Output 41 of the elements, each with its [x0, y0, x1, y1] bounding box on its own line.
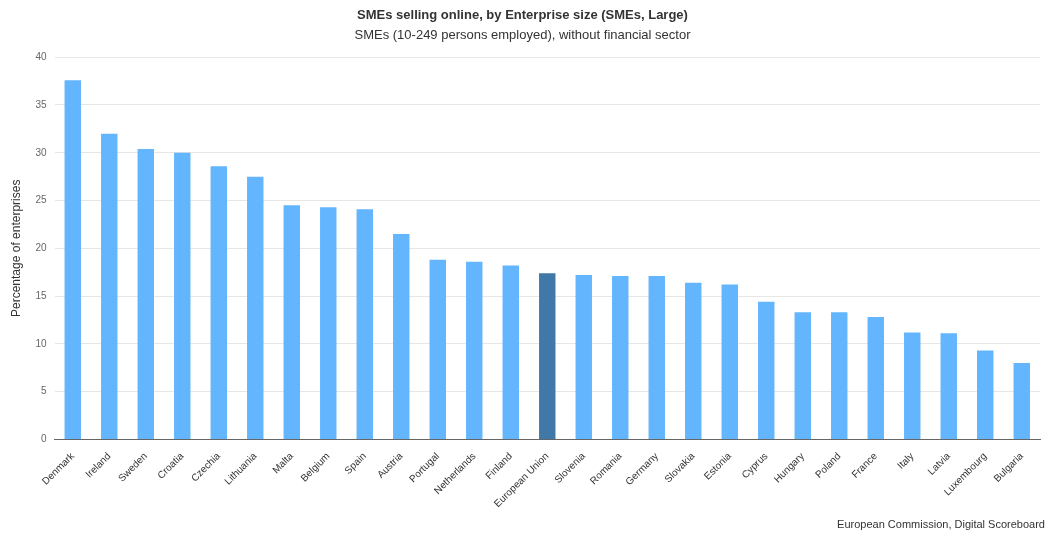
bar [758, 301, 775, 439]
bar [283, 205, 300, 439]
bar [904, 332, 921, 439]
bar [575, 275, 592, 439]
bar [977, 350, 994, 439]
bar [466, 261, 483, 439]
chart-title: SMEs selling online, by Enterprise size (SMEs, Large) [357, 7, 688, 23]
y-tick-label: 0 [40, 433, 47, 445]
y-tick-label: 30 [35, 146, 47, 158]
chart-subtitle: SMEs (10-249 persons employed), without financial sector [354, 26, 692, 42]
y-axis-title: Percentage of enterprises [8, 179, 23, 318]
y-tick-label: 20 [35, 242, 47, 254]
y-tick-label: 40 [35, 50, 47, 62]
bar [1013, 362, 1030, 439]
bar [210, 166, 227, 439]
bar [940, 333, 957, 439]
text: European Commission, Digital Scoreboard [837, 518, 1045, 530]
bar [612, 276, 629, 439]
bar [794, 312, 811, 439]
bar [356, 209, 373, 439]
bar [247, 176, 264, 439]
x-tick-label: Italy [894, 450, 916, 471]
bar [429, 259, 446, 439]
bar [539, 273, 556, 439]
y-tick-label: 35 [35, 98, 47, 110]
y-tick-label: 5 [40, 385, 47, 397]
y-tick-label: 15 [35, 289, 47, 301]
bar [320, 207, 337, 439]
y-tick-label: 25 [35, 194, 47, 206]
bar [648, 276, 665, 439]
bar [721, 284, 738, 439]
bar [831, 312, 848, 439]
bar [867, 317, 884, 439]
bar [393, 233, 410, 439]
bar [64, 80, 81, 439]
y-tick-label: 10 [35, 337, 47, 349]
bar [101, 133, 118, 439]
bar [502, 265, 519, 439]
bar [174, 152, 191, 439]
bar [685, 282, 702, 439]
bar [137, 148, 154, 439]
